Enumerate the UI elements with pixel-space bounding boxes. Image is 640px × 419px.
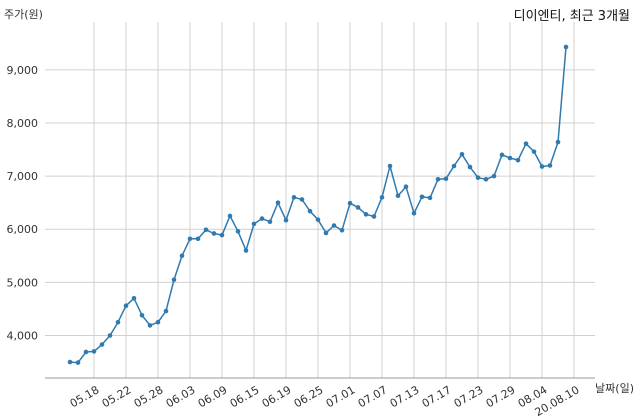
x-tick-label: 07.29 xyxy=(484,383,518,410)
y-tick-label: 8,000 xyxy=(7,117,39,130)
data-point xyxy=(435,176,441,182)
x-tick-label: 07.13 xyxy=(388,383,422,410)
data-point xyxy=(171,277,177,283)
data-point xyxy=(299,197,305,202)
x-tick-label: 06.09 xyxy=(196,383,230,410)
data-point xyxy=(467,164,473,170)
x-axis-title: 날짜(일) xyxy=(595,382,634,395)
data-point xyxy=(355,205,361,210)
data-point xyxy=(67,359,73,365)
data-point xyxy=(547,163,553,168)
data-point xyxy=(283,217,289,223)
data-point xyxy=(515,157,521,163)
data-point xyxy=(379,195,385,200)
data-point xyxy=(259,216,265,221)
y-tick-label: 5,000 xyxy=(7,276,39,289)
x-tick-label: 06.15 xyxy=(228,383,262,410)
data-point xyxy=(75,360,81,365)
data-point xyxy=(251,221,257,227)
y-tick-label: 7,000 xyxy=(7,170,39,183)
data-point xyxy=(411,210,417,216)
series-layer xyxy=(67,44,569,365)
data-point xyxy=(107,333,113,338)
y-tick-label: 9,000 xyxy=(7,64,39,77)
data-point xyxy=(483,176,489,182)
data-point xyxy=(363,212,369,217)
x-tick-label: 07.07 xyxy=(356,383,390,410)
data-point xyxy=(403,184,409,190)
x-tick-label: 06.19 xyxy=(260,383,294,410)
data-point xyxy=(539,164,545,169)
data-point xyxy=(275,200,281,205)
x-tick-label: 06.03 xyxy=(164,383,198,410)
data-point xyxy=(307,208,313,214)
data-point xyxy=(147,323,153,328)
axes: 4,000 5,000 6,000 7,000 8,000 9,000 05.1805.22… xyxy=(7,64,595,419)
grid xyxy=(45,22,595,378)
data-point xyxy=(187,236,193,242)
data-point xyxy=(267,219,273,225)
data-point xyxy=(163,308,169,314)
data-point xyxy=(211,231,217,236)
y-tick-label: 6,000 xyxy=(7,223,39,236)
data-point xyxy=(123,303,129,309)
data-point xyxy=(291,195,297,200)
data-point xyxy=(563,44,569,50)
x-tick-label: 07.23 xyxy=(452,383,486,410)
data-point xyxy=(555,139,561,145)
data-point xyxy=(387,163,393,169)
data-point xyxy=(139,313,145,318)
data-point xyxy=(419,194,425,200)
data-point xyxy=(499,152,505,158)
data-point xyxy=(203,227,209,233)
x-tick-label: 06.25 xyxy=(292,383,326,410)
data-point xyxy=(235,229,241,234)
data-point xyxy=(459,152,465,157)
y-axis-title: 주가(원) xyxy=(4,8,43,21)
data-point xyxy=(443,176,449,182)
data-point xyxy=(83,349,89,355)
data-point xyxy=(243,248,249,253)
x-tick-label: 05.18 xyxy=(68,383,102,410)
data-point xyxy=(219,232,225,238)
data-point xyxy=(347,200,353,206)
x-tick-label: 07.01 xyxy=(324,383,358,410)
x-tick-label: 07.17 xyxy=(420,383,454,410)
x-tick-label: 05.22 xyxy=(100,383,134,410)
x-tick-label: 05.28 xyxy=(132,383,166,410)
data-point xyxy=(507,155,513,161)
data-point xyxy=(315,217,321,222)
data-point xyxy=(395,193,401,199)
data-point xyxy=(99,342,105,347)
data-point xyxy=(179,253,185,259)
data-point xyxy=(451,163,457,169)
data-point xyxy=(195,236,201,242)
data-point xyxy=(131,295,137,301)
data-point xyxy=(91,349,97,354)
data-point xyxy=(531,149,537,154)
data-point xyxy=(475,175,481,180)
data-point xyxy=(427,195,433,201)
data-point xyxy=(323,230,329,236)
data-point xyxy=(339,227,345,233)
data-point xyxy=(523,141,529,146)
data-point xyxy=(115,319,121,325)
data-point xyxy=(227,213,233,219)
data-point xyxy=(155,319,161,325)
data-point xyxy=(331,223,337,228)
data-point xyxy=(491,173,497,179)
chart-title: 디이엔티, 최근 3개월 xyxy=(513,9,630,24)
y-tick-label: 4,000 xyxy=(7,329,39,342)
data-point xyxy=(371,214,377,219)
